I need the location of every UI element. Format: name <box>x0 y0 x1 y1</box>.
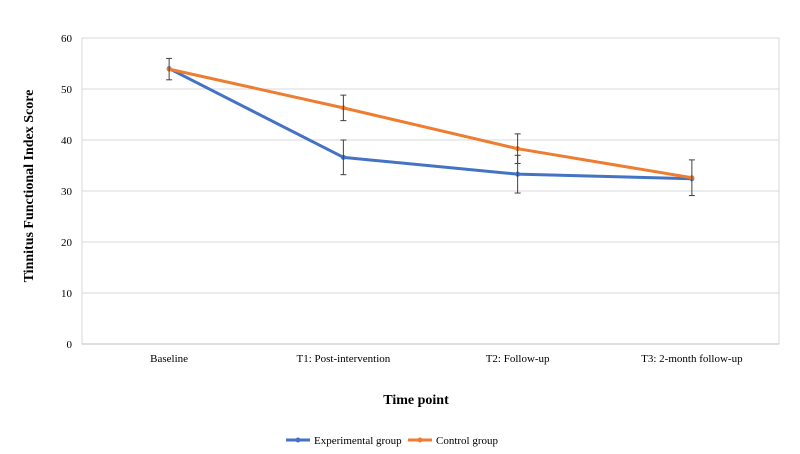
legend: Experimental group Control group <box>286 435 499 447</box>
error-bars <box>166 57 695 197</box>
x-tick-label: T3: 2-month follow-up <box>641 353 743 365</box>
y-tick-label: 50 <box>61 84 73 96</box>
y-tick-label: 20 <box>61 237 73 249</box>
y-tick-label: 60 <box>61 33 73 45</box>
y-axis-ticks: 0 10 20 30 40 50 60 <box>61 33 73 351</box>
legend-marker <box>417 437 423 443</box>
legend-label: Control group <box>436 435 499 447</box>
x-axis-title: Time point <box>383 393 449 408</box>
series-line-experimental <box>168 67 692 181</box>
x-tick-label: Baseline <box>150 353 188 365</box>
y-tick-label: 0 <box>67 339 73 351</box>
y-tick-label: 10 <box>61 288 73 300</box>
x-tick-label: T1: Post-intervention <box>296 353 390 365</box>
x-tick-label: T2: Follow-up <box>486 353 550 365</box>
legend-label: Experimental group <box>314 435 402 447</box>
x-axis-ticks: Baseline T1: Post-intervention T2: Follow-… <box>150 353 743 365</box>
y-axis-title: Tinnitus Functional Index Score <box>22 90 37 283</box>
legend-marker <box>295 437 301 443</box>
y-tick-label: 40 <box>61 135 73 147</box>
series-line-control <box>168 67 693 180</box>
gridlines <box>82 37 779 345</box>
y-tick-label: 30 <box>61 186 73 198</box>
series-group <box>166 66 695 182</box>
